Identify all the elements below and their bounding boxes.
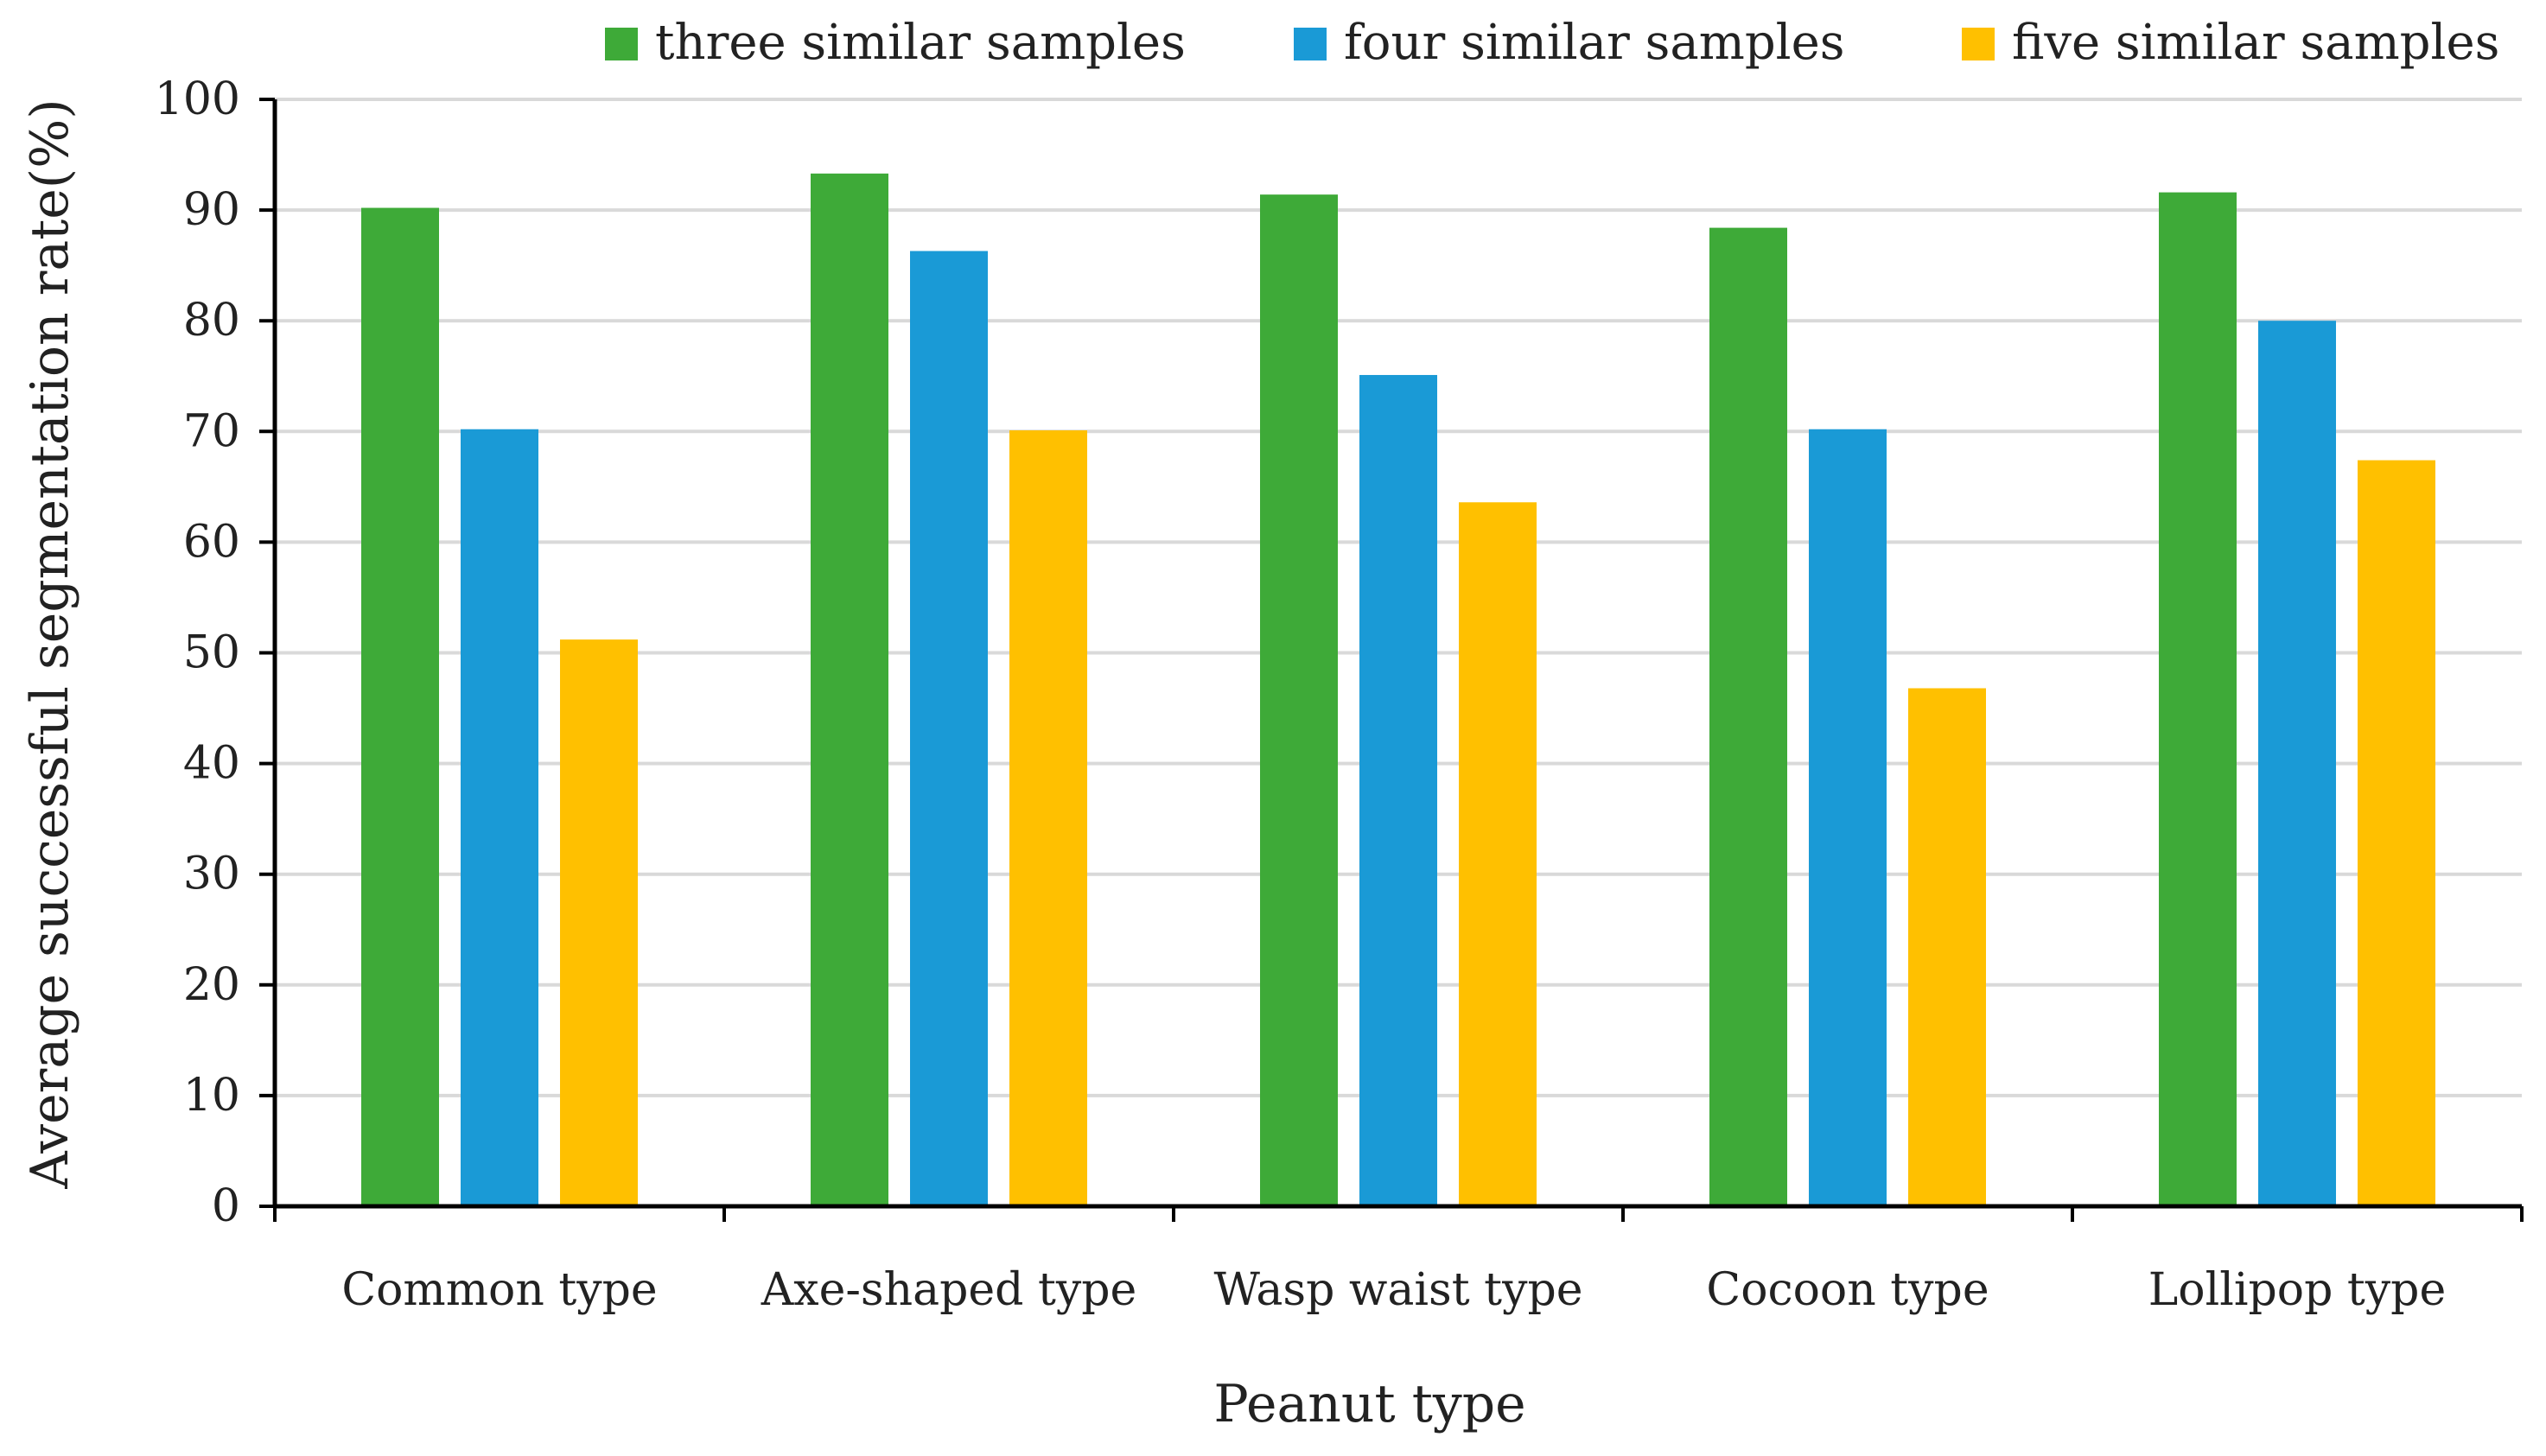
- bar-three-4: [2159, 192, 2237, 1206]
- y-tick-label: 40: [183, 738, 240, 790]
- bar-four-1: [910, 251, 988, 1206]
- bars: [361, 173, 2435, 1207]
- y-tick-label: 0: [212, 1180, 240, 1232]
- legend-label: four similar samples: [1344, 15, 1844, 71]
- x-tick-label: Axe-shaped type: [761, 1264, 1137, 1316]
- y-tick-label: 60: [183, 516, 240, 568]
- x-tick-label: Wasp waist type: [1213, 1264, 1582, 1316]
- bar-three-1: [811, 173, 888, 1206]
- y-tick-label: 50: [183, 627, 240, 679]
- bar-four-4: [2258, 321, 2336, 1207]
- legend-swatch: [605, 28, 638, 60]
- y-tick-label: 100: [155, 73, 240, 125]
- y-tick-labels: 0 10 20 30 40 50 60 70 80 90 100: [155, 73, 275, 1232]
- legend-swatch: [1962, 28, 1995, 60]
- bar-three-0: [361, 207, 439, 1207]
- bar-five-4: [2358, 460, 2435, 1206]
- y-axis-title: Average successful segmentation rate(%): [20, 99, 80, 1189]
- bar-five-1: [1009, 430, 1087, 1206]
- bar-three-2: [1260, 194, 1338, 1206]
- x-tick-labels: Common type Axe-shaped type Wasp waist typ…: [273, 1206, 2524, 1316]
- bar-five-0: [560, 639, 638, 1206]
- y-tick-label: 80: [183, 295, 240, 347]
- legend-swatch: [1294, 28, 1327, 60]
- bar-four-2: [1359, 374, 1437, 1206]
- legend-label: five similar samples: [2012, 15, 2499, 71]
- legend-label: three similar samples: [655, 15, 1186, 71]
- x-tick-label: Common type: [341, 1264, 657, 1316]
- x-tick-label: Lollipop type: [2148, 1264, 2446, 1316]
- y-tick-label: 20: [183, 959, 240, 1011]
- legend: three similar samples four similar sample…: [605, 15, 2499, 71]
- y-tick-label: 30: [183, 849, 240, 900]
- y-tick-label: 90: [183, 184, 240, 236]
- bar-five-3: [1908, 688, 1986, 1206]
- x-tick-label: Cocoon type: [1706, 1264, 1989, 1316]
- bar-four-3: [1809, 429, 1887, 1206]
- bar-four-0: [461, 429, 538, 1206]
- bar-five-2: [1459, 502, 1537, 1206]
- x-axis-title: Peanut type: [1213, 1374, 1525, 1434]
- y-tick-label: 70: [183, 405, 240, 457]
- y-tick-label: 10: [183, 1070, 240, 1122]
- bar-three-3: [1709, 227, 1787, 1207]
